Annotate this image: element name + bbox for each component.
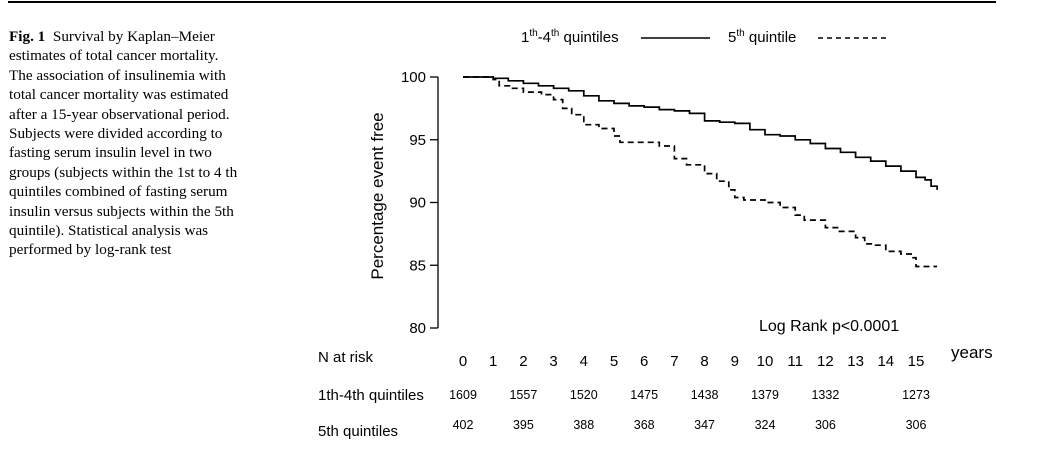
x-tick-label-8: 8 <box>700 353 708 370</box>
risk-value-row1-year12: 1332 <box>811 388 839 402</box>
risk-value-row1-year8: 1438 <box>691 388 719 402</box>
y-tick-label-95: 95 <box>409 132 426 149</box>
top-rule <box>8 1 996 3</box>
risk-value-row1-year0: 1609 <box>449 388 477 402</box>
x-tick-label-15: 15 <box>908 353 925 370</box>
y-tick-label-80: 80 <box>409 320 426 337</box>
x-tick-label-1: 1 <box>489 353 497 370</box>
figure-caption: Fig. 1 Survival by Kaplan–Meier estimate… <box>9 27 241 260</box>
risk-table-header: N at risk <box>318 349 374 366</box>
x-tick-label-9: 9 <box>731 353 739 370</box>
risk-value-row2-year4: 388 <box>573 418 594 432</box>
km-curve-quintile-5 <box>463 76 938 268</box>
x-tick-label-11: 11 <box>787 353 803 370</box>
x-tick-label-0: 0 <box>459 353 467 370</box>
risk-value-row1-year10: 1379 <box>751 388 779 402</box>
risk-value-row2-year10: 324 <box>755 418 776 432</box>
x-tick-label-7: 7 <box>670 353 678 370</box>
x-tick-label-4: 4 <box>580 353 588 370</box>
caption-text: Survival by Kaplan–Meier estimates of to… <box>9 28 238 259</box>
x-tick-label-2: 2 <box>519 353 527 370</box>
risk-value-row2-year15: 306 <box>906 418 927 432</box>
x-tick-label-6: 6 <box>640 353 648 370</box>
risk-value-row1-year6: 1475 <box>630 388 658 402</box>
risk-value-row2-year2: 395 <box>513 418 534 432</box>
risk-row-label-5: 5th quintiles <box>318 423 398 440</box>
legend-label-5: 5th quintile <box>728 28 796 46</box>
risk-row-label-1-4: 1th-4th quintiles <box>318 387 424 404</box>
log-rank-annotation: Log Rank p<0.0001 <box>759 318 899 335</box>
legend-label-1-4: 1th-4th quintiles <box>521 28 619 46</box>
x-tick-label-5: 5 <box>610 353 618 370</box>
risk-value-row2-year8: 347 <box>694 418 715 432</box>
x-tick-label-10: 10 <box>757 353 774 370</box>
risk-value-row1-year15: 1273 <box>902 388 930 402</box>
x-tick-label-12: 12 <box>817 353 834 370</box>
y-tick-label-100: 100 <box>401 69 426 86</box>
x-tick-label-14: 14 <box>877 353 894 370</box>
y-axis-label: Percentage event free <box>368 112 387 279</box>
risk-value-row1-year4: 1520 <box>570 388 598 402</box>
y-tick-label-90: 90 <box>409 195 426 212</box>
x-axis-label: years <box>951 343 993 362</box>
risk-value-row1-year2: 1557 <box>509 388 537 402</box>
risk-value-row2-year6: 368 <box>634 418 655 432</box>
x-tick-label-3: 3 <box>549 353 557 370</box>
risk-value-row2-year0: 402 <box>453 418 474 432</box>
caption-label: Fig. 1 <box>9 28 46 45</box>
km-curve-quintiles-1-4 <box>463 76 938 190</box>
x-tick-label-13: 13 <box>847 353 864 370</box>
y-tick-label-85: 85 <box>409 257 426 274</box>
risk-value-row2-year12: 306 <box>815 418 836 432</box>
